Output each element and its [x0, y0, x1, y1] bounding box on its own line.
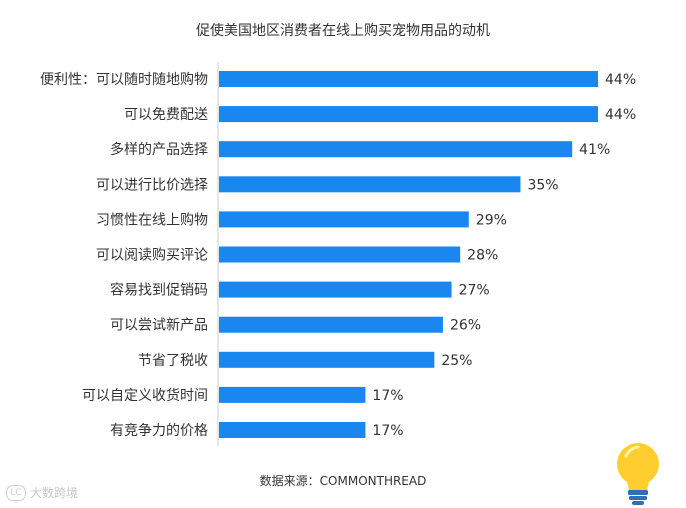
bar [219, 106, 598, 123]
value-label: 41% [579, 142, 610, 158]
category-label: 可以阅读购买评论 [96, 247, 208, 264]
bar [219, 176, 521, 193]
category-label: 多样的产品选择 [110, 141, 208, 158]
value-label: 17% [372, 423, 403, 439]
lightbulb-icon [617, 443, 659, 505]
bulb-highlight [624, 445, 640, 458]
category-label: 节省了税收 [138, 353, 208, 369]
category-label: 习惯性在线上购物 [96, 211, 208, 228]
bulb-base-2 [629, 496, 647, 500]
value-label: 35% [527, 177, 558, 193]
value-label: 44% [605, 72, 636, 88]
bulb-neck [626, 478, 650, 490]
source-note: 数据来源：COMMONTHREAD [259, 474, 427, 488]
bar [219, 211, 469, 228]
value-label: 27% [459, 283, 490, 299]
watermark-text: 大数跨境 [30, 486, 79, 500]
category-label: 可以进行比价选择 [96, 177, 208, 193]
watermark: LC 大数跨境 [6, 484, 78, 501]
category-label: 容易找到促销码 [110, 282, 208, 299]
bar [219, 141, 573, 158]
category-label: 便利性：可以随时随地购物 [40, 72, 208, 88]
category-label: 可以自定义收货时间 [82, 387, 208, 404]
bar [219, 316, 443, 333]
bulb-base-3 [632, 501, 644, 505]
category-label: 可以免费配送 [124, 107, 208, 123]
bar [219, 281, 452, 298]
value-label: 44% [605, 107, 636, 123]
value-label: 29% [476, 212, 507, 228]
bar-chart: 便利性：可以随时随地购物 44% 可以免费配送 44% 多样的产品选择 41% 可以进行比价… [40, 62, 636, 446]
value-label: 25% [441, 353, 472, 369]
value-label: 28% [467, 248, 498, 264]
bar [219, 422, 366, 438]
bar [219, 246, 461, 263]
category-label: 可以尝试新产品 [110, 318, 208, 334]
watermark-logo: LC [6, 484, 26, 501]
value-label: 26% [450, 318, 481, 334]
bar [219, 71, 598, 87]
bulb-base-1 [628, 490, 648, 495]
bar [219, 386, 366, 403]
chart-title: 促使美国地区消费者在线上购买宠物用品的动机 [196, 23, 490, 39]
value-label: 17% [372, 388, 403, 404]
category-label: 有竞争力的价格 [110, 422, 208, 439]
bar [219, 351, 435, 368]
